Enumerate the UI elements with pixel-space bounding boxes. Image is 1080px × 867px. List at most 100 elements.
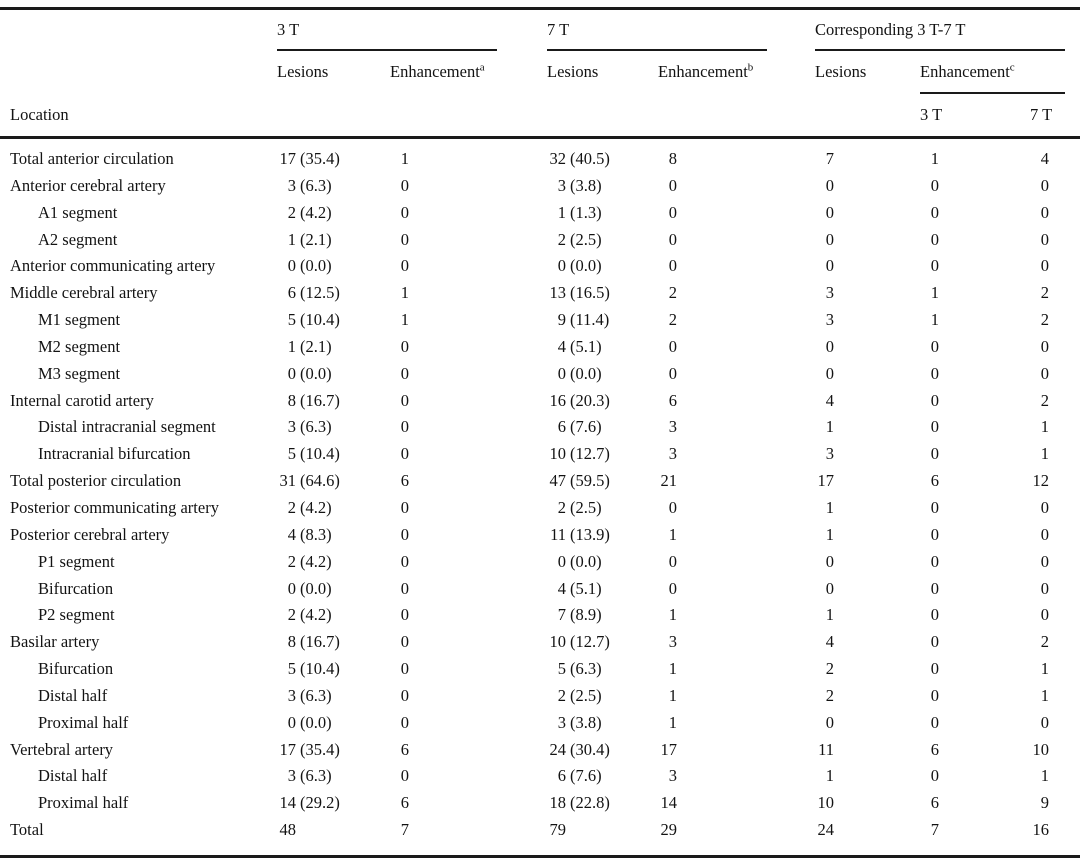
value-cell: 7 (8.9) [557,605,602,625]
value-cell: 0 [400,497,409,517]
value-cell: 0 [400,766,409,786]
value-cell: 16 (20.3) [549,390,610,410]
value-cell: 0 [400,175,409,195]
value-cell: 4 (5.1) [557,336,602,356]
value-cell: 14 [660,793,678,813]
value-cell: 1 [400,310,409,330]
value-cell: 1 [1040,417,1049,437]
value-cell: 4 (5.1) [557,578,602,598]
location-cell: Basilar artery [10,632,100,652]
value-cell: 0 [930,578,939,598]
location-cell: Proximal half [38,793,129,813]
value-cell: 7 [400,820,409,840]
value-cell: 6 (7.6) [557,766,602,786]
value-cell: 1 [825,605,834,625]
value-cell: 2 (2.5) [557,229,602,249]
value-cell: 0 [1040,551,1049,571]
table-row: M1 segment 5 (10.4) 1 9 (11.4) 2 3 1 2 [10,307,1065,334]
value-cell: 1 [668,685,677,705]
value-cell: 1 [825,524,834,544]
value-cell: 0 [930,497,939,517]
value-cell: 4 [825,390,834,410]
value-cell: 3 [668,444,677,464]
value-cell: 0 [400,417,409,437]
group-underline-7t [547,49,767,51]
group-header-7t: 7 T [547,20,570,39]
column-header-enhancement-3t: Enhancementa [390,61,485,81]
value-cell: 0 [930,256,939,276]
value-cell: 2 [668,283,677,303]
location-cell: Anterior communicating artery [10,256,216,276]
value-cell: 2 (2.5) [557,685,602,705]
value-cell: 0 [400,712,409,732]
value-cell: 0 [400,632,409,652]
table-row: Total posterior circulation 31 (64.6) 6 47 (5… [10,468,1065,495]
value-cell: 0 [930,417,939,437]
value-cell: 1 [930,149,939,168]
location-cell: Distal half [38,685,108,705]
value-cell: 7 [930,820,939,840]
value-cell: 6 [930,739,939,759]
value-cell: 1 [1040,685,1049,705]
value-cell: 7 [825,149,834,168]
value-cell: 1 (1.3) [557,202,602,222]
value-cell: 4 (8.3) [287,524,332,544]
value-cell: 1 [825,766,834,786]
value-cell: 0 (0.0) [287,363,332,383]
value-cell: 1 [1040,444,1049,464]
value-cell: 1 [930,283,939,303]
value-cell: 2 (4.2) [287,497,332,517]
value-cell: 0 [400,444,409,464]
table-row: Basilar artery 8 (16.7) 0 10 (12.7) 3 4 0 2 [10,629,1065,656]
table-row: P1 segment 2 (4.2) 0 0 (0.0) 0 0 0 0 [10,549,1065,576]
value-cell: 3 (6.3) [287,417,332,437]
value-cell: 0 [930,524,939,544]
value-cell: 0 [930,444,939,464]
location-cell: Internal carotid artery [10,390,154,410]
location-cell: Bifurcation [38,659,114,679]
value-cell: 9 (11.4) [557,310,610,330]
table-row: Internal carotid artery 8 (16.7) 0 16 (20.3) 6… [10,388,1065,415]
location-cell: Posterior communicating artery [10,497,219,517]
table-row: Middle cerebral artery 6 (12.5) 1 13 (16.5) 2 3… [10,280,1065,307]
value-cell: 5 (10.4) [287,310,340,330]
column-header-lesions-3t: Lesions [277,62,329,81]
value-cell: 0 [930,632,939,652]
group-header-3t: 3 T [277,20,300,39]
value-cell: 11 (13.9) [550,524,610,544]
value-cell: 0 [930,336,939,356]
value-cell: 13 (16.5) [549,283,610,303]
value-cell: 21 [660,471,678,491]
value-cell: 10 [1032,739,1050,759]
value-cell: 17 [817,471,835,491]
location-cell: Total [10,820,44,840]
table-body: Total anterior circulation 17 (35.4) 1 32 (40… [10,146,1065,844]
value-cell: 0 (0.0) [287,256,332,276]
table-row: Proximal half 0 (0.0) 0 3 (3.8) 1 0 0 0 [10,710,1065,737]
value-cell: 5 (10.4) [287,444,340,464]
value-cell: 0 [1040,524,1049,544]
location-cell: M3 segment [38,363,121,383]
value-cell: 2 [1040,310,1049,330]
value-cell: 6 (7.6) [557,417,602,437]
location-cell: Total anterior circulation [10,149,174,168]
column-header-lesions-7t: Lesions [547,62,599,81]
table-row: A1 segment 2 (4.2) 0 1 (1.3) 0 0 0 0 [10,200,1065,227]
value-cell: 0 [825,578,834,598]
value-cell: 3 (6.3) [287,685,332,705]
column-header-enhancement-7t: Enhancementb [658,61,754,81]
value-cell: 3 [668,417,677,437]
value-cell: 1 [825,497,834,517]
table-row: Distal half 3 (6.3) 0 2 (2.5) 1 2 0 1 [10,683,1065,710]
value-cell: 3 [825,444,834,464]
value-cell: 2 (4.2) [287,202,332,222]
value-cell: 3 (6.3) [287,766,332,786]
value-cell: 1 [930,310,939,330]
value-cell: 0 [1040,712,1049,732]
value-cell: 0 [930,390,939,410]
value-cell: 0 [400,336,409,356]
value-cell: 0 [400,551,409,571]
value-cell: 29 [660,820,678,840]
location-cell: P1 segment [38,551,115,571]
value-cell: 3 (3.8) [557,712,602,732]
